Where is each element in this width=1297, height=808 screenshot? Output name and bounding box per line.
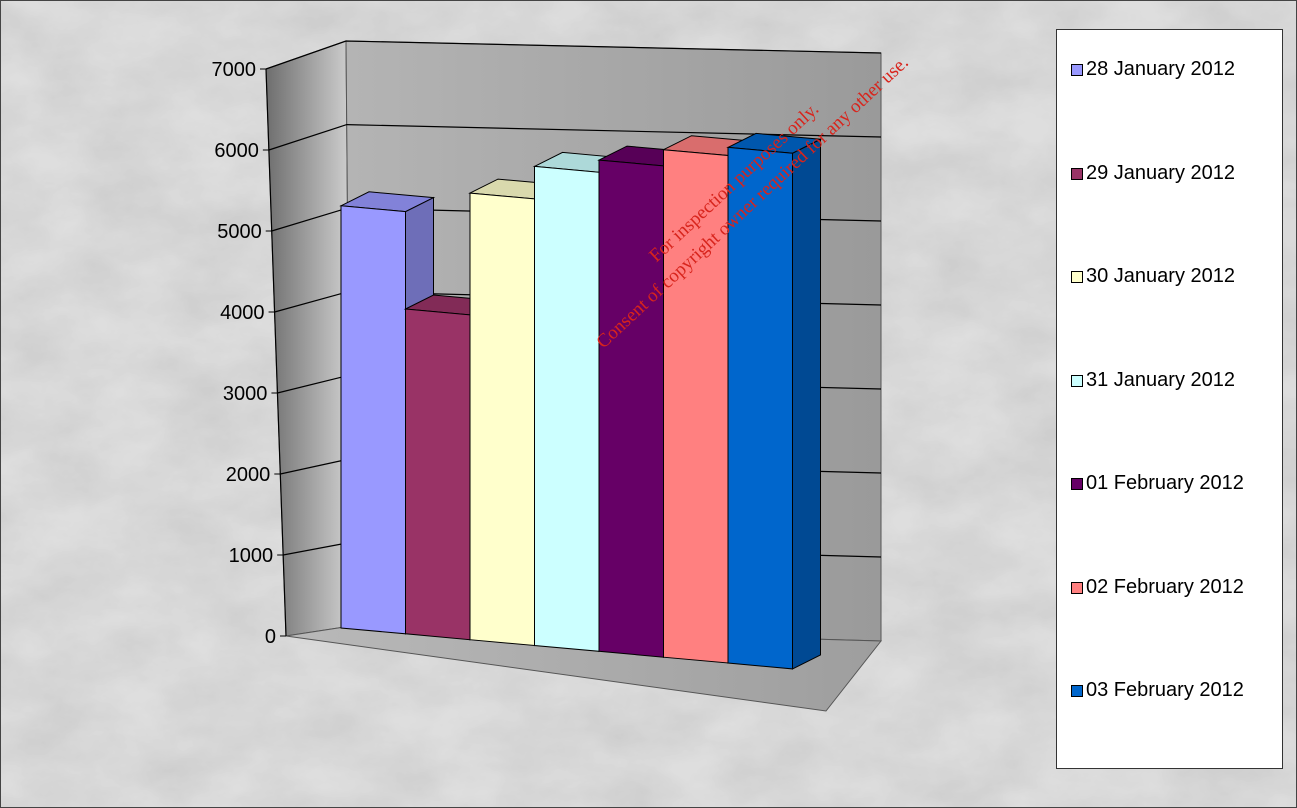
- bar-side: [792, 138, 821, 670]
- y-tick-label: 0: [265, 626, 276, 648]
- legend-label: 01 February 2012: [1086, 472, 1244, 494]
- legend-label: 30 January 2012: [1086, 265, 1236, 287]
- bar-front: [598, 159, 664, 658]
- y-axis-line: [265, 68, 287, 637]
- legend-item: 02 February 2012: [1071, 568, 1282, 672]
- legend-swatch: [1071, 685, 1083, 697]
- y-tick-label: 6000: [214, 140, 259, 162]
- y-tick-label: 5000: [217, 221, 262, 243]
- legend: 28 January 2012 29 January 2012 30 January…: [1056, 29, 1283, 769]
- legend-item: 29 January 2012: [1071, 154, 1282, 258]
- legend-swatch: [1071, 271, 1083, 283]
- y-tick-label: 7000: [212, 59, 257, 81]
- bar-front: [469, 192, 535, 647]
- bar-front: [340, 205, 406, 635]
- bar-7: [726, 132, 823, 670]
- legend-item: 30 January 2012: [1071, 257, 1282, 361]
- gridline: [265, 40, 882, 70]
- legend-label: 28 January 2012: [1086, 58, 1236, 80]
- legend-item: 28 January 2012: [1071, 50, 1282, 154]
- legend-swatch: [1071, 374, 1083, 387]
- bar-front: [663, 149, 729, 664]
- legend-swatch: [1071, 167, 1083, 180]
- legend-label: 31 January 2012: [1086, 368, 1236, 391]
- legend-label: 29 January 2012: [1086, 161, 1236, 184]
- y-axis-ticks: 0 1000 2000 3000 4000 5000 6000 7000: [212, 59, 287, 648]
- bar-front: [727, 146, 793, 670]
- legend-label: 03 February 2012: [1086, 679, 1244, 701]
- y-tick-label: 4000: [220, 302, 265, 324]
- legend-swatch: [1071, 64, 1083, 76]
- legend-swatch: [1071, 581, 1083, 594]
- legend-item: 03 February 2012: [1071, 671, 1282, 775]
- gridline: [268, 123, 882, 151]
- legend-item: 01 February 2012: [1071, 464, 1282, 568]
- bar-front: [405, 308, 471, 641]
- legend-label: 02 February 2012: [1086, 575, 1244, 598]
- legend-item: 31 January 2012: [1071, 361, 1282, 465]
- y-tick-label: 1000: [229, 545, 274, 567]
- bar-series: [339, 132, 823, 670]
- y-tick-label: 2000: [226, 464, 271, 486]
- bar-front: [534, 165, 600, 652]
- y-tick-label: 3000: [223, 383, 268, 405]
- legend-swatch: [1071, 478, 1083, 490]
